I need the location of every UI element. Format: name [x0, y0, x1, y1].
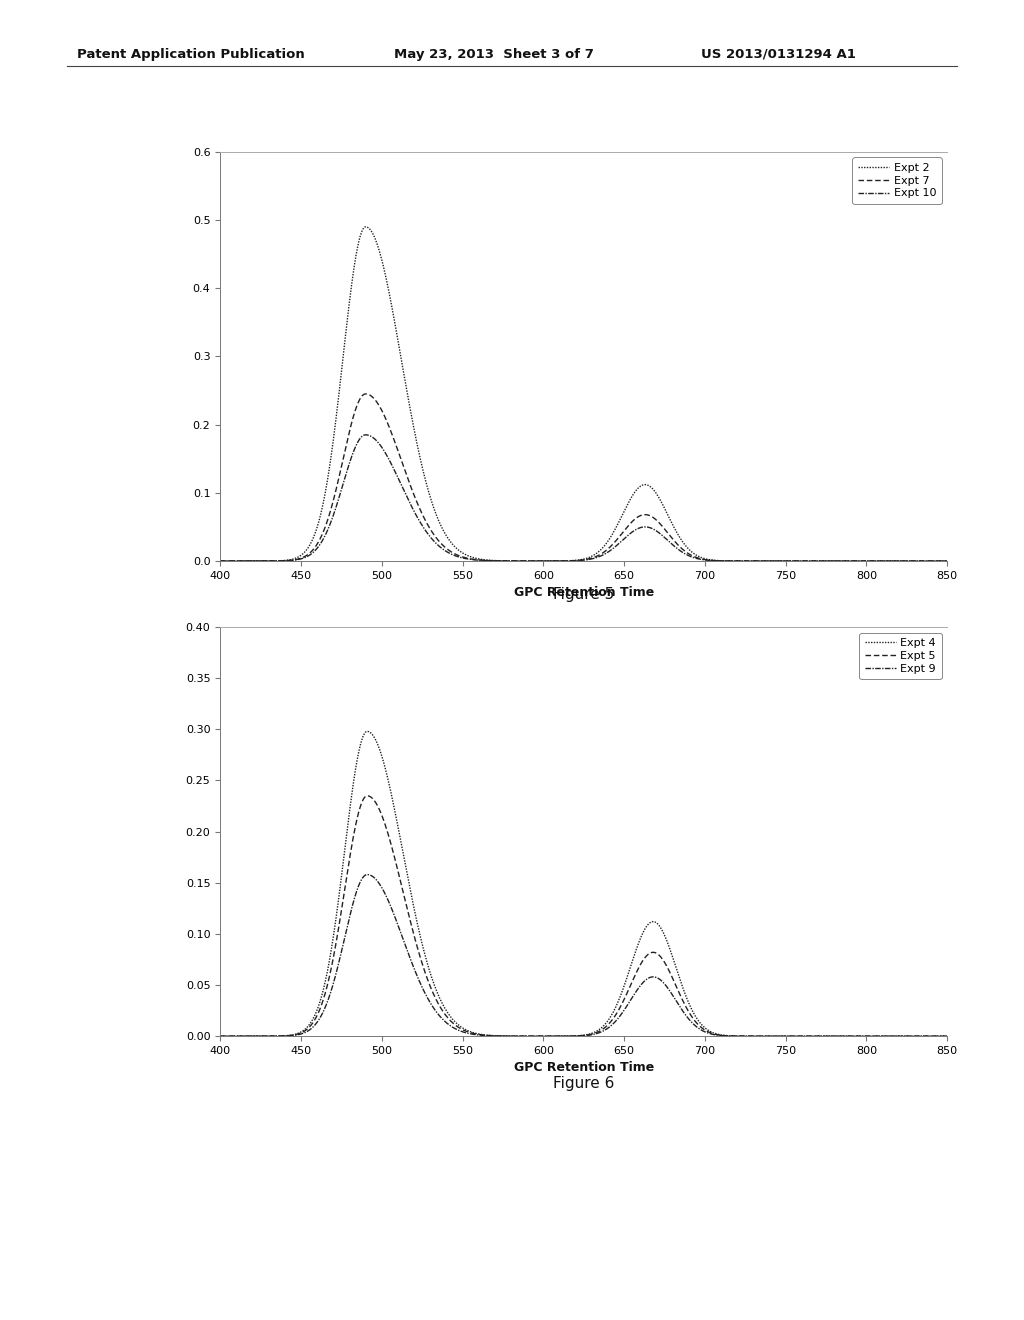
Expt 2 — [292, 549, 304, 565]
Expt 2 — [495, 553, 507, 569]
Expt 4 — [526, 1028, 539, 1044]
Expt 10 — [336, 479, 348, 495]
Expt 4 — [862, 1028, 874, 1044]
Expt 5 — [957, 1028, 970, 1044]
Expt 2 — [862, 553, 874, 569]
X-axis label: GPC Retention Time: GPC Retention Time — [514, 586, 653, 599]
Line: Expt 10: Expt 10 — [212, 434, 964, 561]
Expt 4 — [361, 723, 374, 739]
Expt 10 — [943, 553, 955, 569]
Expt 5 — [336, 896, 348, 912]
Expt 5 — [943, 1028, 955, 1044]
Line: Expt 5: Expt 5 — [212, 796, 964, 1036]
Expt 2 — [957, 553, 970, 569]
X-axis label: GPC Retention Time: GPC Retention Time — [514, 1061, 653, 1074]
Line: Expt 2: Expt 2 — [212, 227, 964, 561]
Expt 4 — [957, 1028, 970, 1044]
Expt 7 — [943, 553, 955, 569]
Expt 4 — [495, 1028, 507, 1044]
Text: May 23, 2013  Sheet 3 of 7: May 23, 2013 Sheet 3 of 7 — [394, 48, 594, 61]
Expt 10 — [495, 553, 507, 569]
Legend: Expt 2, Expt 7, Expt 10: Expt 2, Expt 7, Expt 10 — [852, 157, 942, 205]
Expt 7 — [957, 553, 970, 569]
Expt 5 — [292, 1026, 304, 1041]
Expt 4 — [943, 1028, 955, 1044]
Expt 9 — [361, 867, 374, 883]
Expt 7 — [336, 454, 348, 470]
Expt 5 — [206, 1028, 218, 1044]
Expt 10 — [206, 553, 218, 569]
Expt 9 — [292, 1027, 304, 1043]
Expt 4 — [206, 1028, 218, 1044]
Expt 2 — [526, 553, 539, 569]
Expt 2 — [206, 553, 218, 569]
Expt 10 — [292, 552, 304, 568]
Expt 7 — [292, 552, 304, 568]
Line: Expt 9: Expt 9 — [212, 875, 964, 1036]
Legend: Expt 4, Expt 5, Expt 9: Expt 4, Expt 5, Expt 9 — [859, 632, 942, 680]
Expt 7 — [495, 553, 507, 569]
Text: Patent Application Publication: Patent Application Publication — [77, 48, 304, 61]
Line: Expt 4: Expt 4 — [212, 731, 964, 1036]
Text: Figure 6: Figure 6 — [553, 1076, 614, 1090]
Expt 4 — [336, 862, 348, 878]
Line: Expt 7: Expt 7 — [212, 393, 964, 561]
Expt 7 — [526, 553, 539, 569]
Expt 5 — [361, 788, 374, 804]
Text: Figure 5: Figure 5 — [553, 587, 614, 602]
Expt 7 — [359, 385, 372, 401]
Expt 2 — [943, 553, 955, 569]
Expt 5 — [526, 1028, 539, 1044]
Expt 5 — [495, 1028, 507, 1044]
Expt 9 — [206, 1028, 218, 1044]
Expt 9 — [957, 1028, 970, 1044]
Expt 10 — [359, 426, 372, 442]
Expt 7 — [206, 553, 218, 569]
Text: US 2013/0131294 A1: US 2013/0131294 A1 — [701, 48, 856, 61]
Expt 10 — [526, 553, 539, 569]
Expt 2 — [336, 356, 348, 372]
Expt 9 — [943, 1028, 955, 1044]
Expt 9 — [526, 1028, 539, 1044]
Expt 10 — [862, 553, 874, 569]
Expt 7 — [862, 553, 874, 569]
Expt 10 — [957, 553, 970, 569]
Expt 9 — [336, 940, 348, 956]
Expt 9 — [862, 1028, 874, 1044]
Expt 2 — [359, 219, 372, 235]
Expt 9 — [495, 1028, 507, 1044]
Expt 5 — [862, 1028, 874, 1044]
Expt 4 — [292, 1026, 304, 1041]
